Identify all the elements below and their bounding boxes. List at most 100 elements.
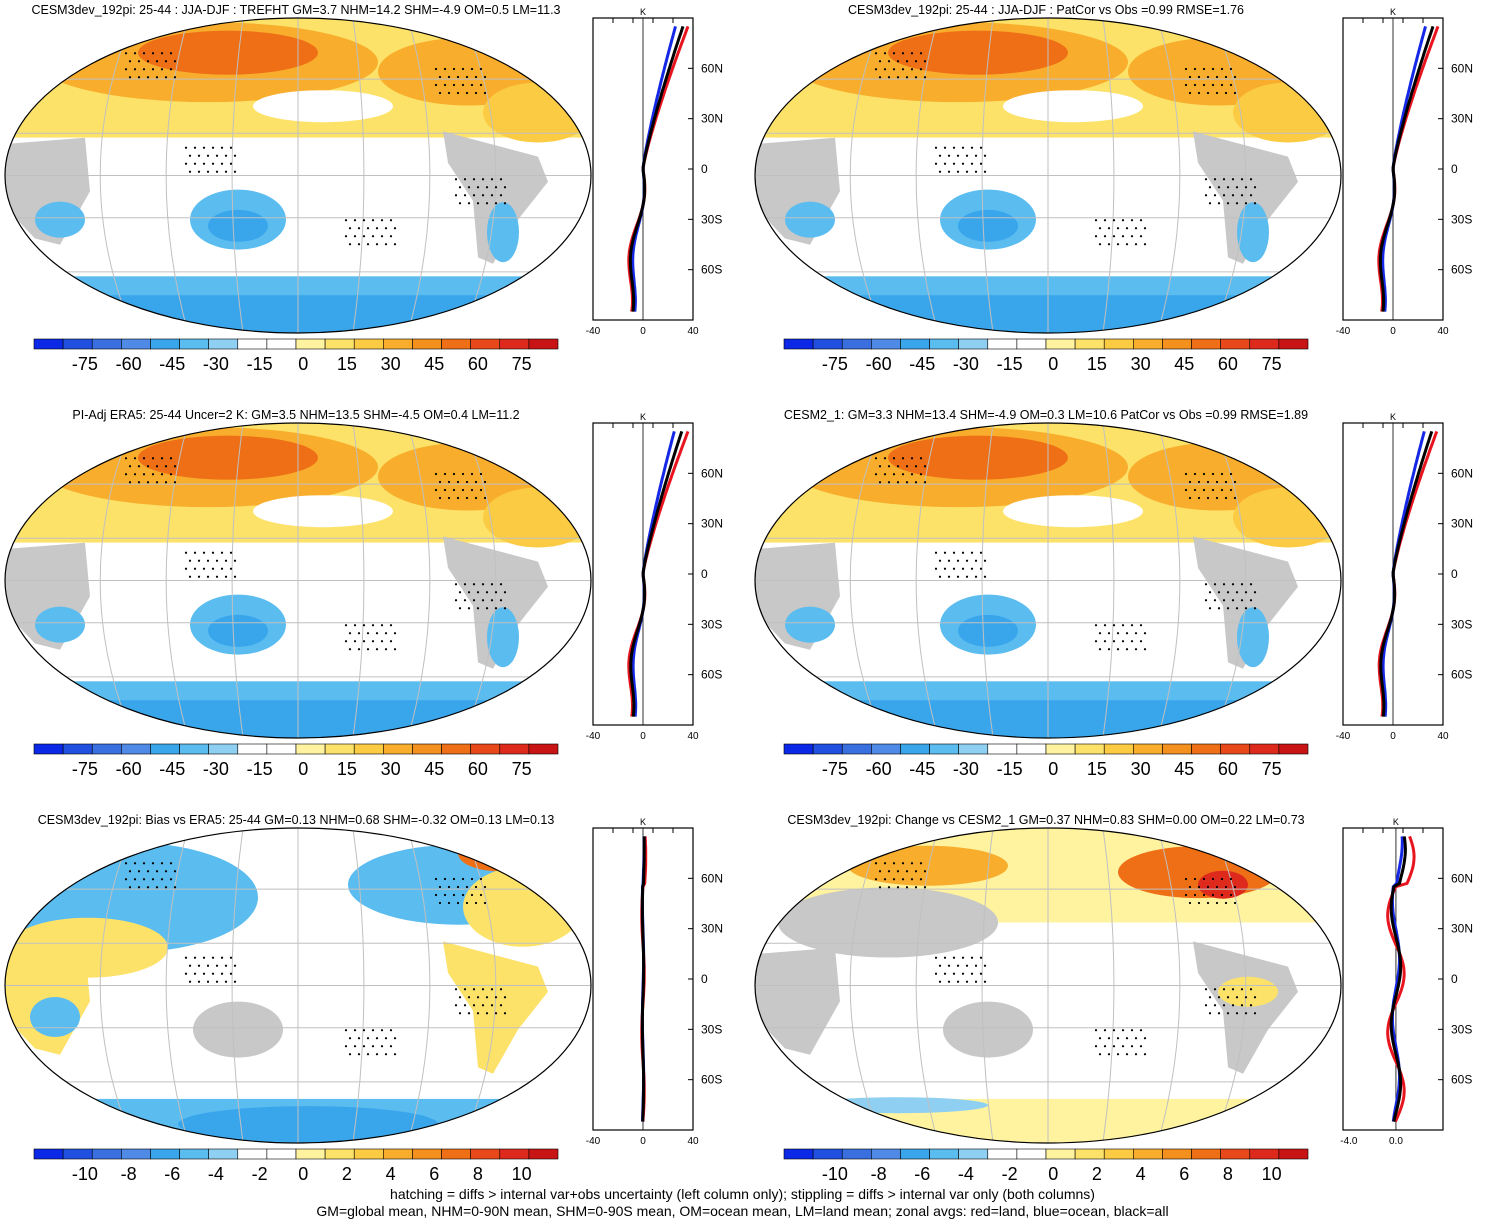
colorbar-box (266, 1148, 297, 1160)
latitude-label: 30S (1451, 617, 1472, 631)
colorbar-box (295, 1148, 326, 1160)
colorbar-box (324, 743, 355, 755)
colorbar-label: 8 (1223, 1164, 1233, 1184)
colorbar: -10 -8 -6 -4 -2 0 2 4 6 8 10 (783, 1148, 1309, 1184)
colorbar-box (1103, 338, 1134, 350)
colorbar-label: -60 (116, 354, 142, 374)
map-area (755, 17, 1341, 333)
colorbar-box (929, 1148, 959, 1160)
colorbar-box (929, 338, 959, 350)
colorbar-label: -10 (72, 1164, 98, 1184)
colorbar-box (324, 1148, 355, 1160)
latitude-label: 60S (1451, 1073, 1472, 1087)
colorbar-label: -6 (164, 1164, 180, 1184)
latitude-label: 60N (1451, 871, 1473, 885)
map-border (754, 17, 1342, 334)
latitude-label: 30S (701, 617, 722, 631)
siberia-max (888, 30, 1068, 75)
panel-title: CESM3dev_192pi: Bias vs ERA5: 25-44 GM=0… (38, 813, 555, 827)
latitude-label: 60N (701, 871, 723, 885)
colorbar-box (1249, 1148, 1280, 1160)
colorbar-label: -15 (247, 354, 273, 374)
colorbar-box (150, 1148, 180, 1160)
panel-title: CESM3dev_192pi: 25-44 : JJA-DJF : PatCor… (848, 3, 1244, 17)
siberia-max (888, 435, 1068, 480)
colorbar-label: 15 (1087, 759, 1107, 779)
pacific-gap (1003, 90, 1143, 123)
zonal-xtick-label: -40 (586, 731, 601, 742)
colorbar-label: 45 (424, 759, 444, 779)
caption-line-2: GM=global mean, NHM=0-90N mean, SHM=0-90… (316, 1203, 1169, 1219)
colorbar-label: -60 (866, 354, 892, 374)
stippling (874, 862, 1257, 1056)
colorbar-box (179, 338, 209, 350)
colorbar-label: 30 (1131, 354, 1151, 374)
colorbar-box (121, 743, 151, 755)
colorbar-box (441, 1148, 471, 1160)
south-africa-cool (35, 606, 85, 643)
colorbar-box (871, 1148, 901, 1160)
colorbar-label: 15 (337, 759, 357, 779)
latitude-label: 30N (701, 112, 723, 126)
zonal-mean-panel: K -4.0 0.0 60N 30N 0 30S 60S (1340, 817, 1473, 1147)
zonal-units: K (640, 817, 646, 827)
colorbar-box (783, 1148, 814, 1160)
colorbar-box (1016, 743, 1047, 755)
zonal-mean-panel: K -40 0 40 60N 30N 0 30S 60S (1336, 412, 1473, 742)
stippling (874, 52, 1257, 246)
latitude-label: 30N (1451, 922, 1473, 936)
colorbar-box (900, 338, 930, 350)
colorbar-box (121, 1148, 151, 1160)
colorbar-box (62, 338, 93, 350)
colorbar-box (812, 338, 843, 350)
colorbar-label: -8 (121, 1164, 137, 1184)
latitude-label: 30S (701, 1022, 722, 1036)
colorbar-label: 10 (512, 1164, 532, 1184)
zonal-all-line (628, 25, 685, 312)
graticule (755, 827, 1341, 1143)
colorbar-box (499, 338, 530, 350)
latitude-label: 60S (701, 1073, 722, 1087)
panel-title: CESM3dev_192pi: Change vs CESM2_1 GM=0.3… (787, 813, 1304, 827)
latitude-label: 30N (701, 517, 723, 531)
colorbar-label: -15 (997, 354, 1023, 374)
zonal-frame (1342, 827, 1444, 1131)
colorbar-box (1133, 338, 1163, 350)
zonal-units: K (640, 412, 646, 422)
siberia-max (138, 30, 318, 75)
colorbar-box (1016, 1148, 1047, 1160)
colorbar-box (987, 743, 1018, 755)
colorbar-label: -15 (247, 759, 273, 779)
colorbar-box (208, 1148, 239, 1160)
colorbar: -75 -60 -45 -30 -15 0 15 30 45 60 75 (33, 743, 559, 779)
latitude-label: 30N (1451, 517, 1473, 531)
colorbar-label: -15 (997, 759, 1023, 779)
graticule (755, 17, 1341, 333)
colorbar-label: 0 (298, 354, 308, 374)
colorbar-box (324, 338, 355, 350)
colorbar-label: 60 (468, 354, 488, 374)
zonal-xtick-label: -40 (586, 1136, 601, 1147)
zonal-mean-panel: K -40 0 40 60N 30N 0 30S 60S (1336, 7, 1473, 337)
colorbar-label: -75 (822, 759, 848, 779)
colorbar-box (871, 743, 901, 755)
colorbar-box (1074, 743, 1105, 755)
panel-3: PI-Adj ERA5: 25-44 Uncer=2 K: GM=3.5 NHM… (4, 408, 723, 779)
colorbar-label: 30 (381, 354, 401, 374)
south-africa-cool (785, 201, 835, 238)
colorbar-label: 4 (386, 1164, 396, 1184)
north-america-change (1118, 846, 1278, 899)
colorbar-label: 45 (424, 354, 444, 374)
colorbar-box (295, 338, 326, 350)
zonal-xtick-label: 40 (687, 326, 699, 337)
colorbar-box (179, 1148, 209, 1160)
colorbar-label: 75 (1262, 759, 1282, 779)
colorbar-box (208, 743, 239, 755)
colorbar-label: -45 (159, 759, 185, 779)
zonal-all-line (640, 836, 646, 1122)
colorbar-label: 2 (1092, 1164, 1102, 1184)
colorbar-box (528, 338, 559, 350)
colorbar-label: 75 (512, 759, 532, 779)
colorbar: -75 -60 -45 -30 -15 0 15 30 45 60 75 (783, 743, 1309, 779)
colorbar-box (33, 743, 64, 755)
